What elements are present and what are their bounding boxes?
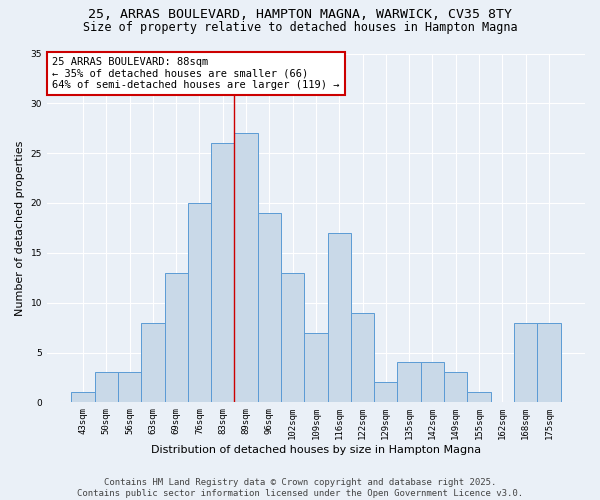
- X-axis label: Distribution of detached houses by size in Hampton Magna: Distribution of detached houses by size …: [151, 445, 481, 455]
- Bar: [164, 273, 188, 402]
- Bar: [467, 392, 491, 402]
- Bar: [351, 312, 374, 402]
- Bar: [537, 322, 560, 402]
- Bar: [118, 372, 141, 402]
- Bar: [141, 322, 164, 402]
- Text: Contains HM Land Registry data © Crown copyright and database right 2025.
Contai: Contains HM Land Registry data © Crown c…: [77, 478, 523, 498]
- Bar: [397, 362, 421, 403]
- Bar: [188, 203, 211, 402]
- Bar: [71, 392, 95, 402]
- Bar: [421, 362, 444, 403]
- Bar: [211, 143, 235, 403]
- Bar: [328, 233, 351, 402]
- Text: 25, ARRAS BOULEVARD, HAMPTON MAGNA, WARWICK, CV35 8TY: 25, ARRAS BOULEVARD, HAMPTON MAGNA, WARW…: [88, 8, 512, 20]
- Bar: [281, 273, 304, 402]
- Bar: [95, 372, 118, 402]
- Bar: [235, 133, 258, 402]
- Text: Size of property relative to detached houses in Hampton Magna: Size of property relative to detached ho…: [83, 21, 517, 34]
- Bar: [304, 332, 328, 402]
- Text: 25 ARRAS BOULEVARD: 88sqm
← 35% of detached houses are smaller (66)
64% of semi-: 25 ARRAS BOULEVARD: 88sqm ← 35% of detac…: [52, 57, 340, 90]
- Bar: [374, 382, 397, 402]
- Y-axis label: Number of detached properties: Number of detached properties: [15, 140, 25, 316]
- Bar: [444, 372, 467, 402]
- Bar: [514, 322, 537, 402]
- Bar: [258, 213, 281, 402]
